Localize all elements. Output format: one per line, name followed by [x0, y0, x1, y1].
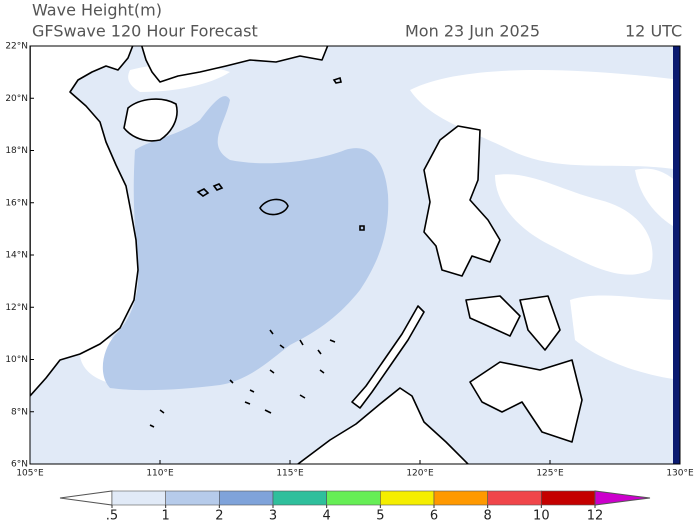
- colorbar-label: 10: [533, 509, 550, 524]
- colorbar-box: [165, 490, 220, 506]
- colorbar-box: [272, 490, 327, 506]
- land-china: [140, 46, 329, 83]
- reefs: [149, 329, 336, 428]
- y-tick-label: 22°N: [5, 42, 28, 52]
- land-palawan: [351, 305, 425, 409]
- calm-patch: [410, 70, 680, 170]
- x-tick-label: 105°E: [16, 469, 44, 479]
- colorbar-box: [111, 490, 166, 506]
- colorbar-label: 8: [484, 509, 492, 524]
- y-tick-label: 8°N: [11, 407, 28, 417]
- land-samar: [519, 295, 561, 351]
- map-subtitle: GFSwave 120 Hour Forecast: [32, 22, 258, 41]
- land-mindanao: [469, 359, 583, 443]
- colorbar-label: 12: [587, 509, 604, 524]
- colorbar-box: [326, 490, 381, 506]
- calm-patch: [495, 174, 653, 275]
- colorbar-box: [541, 490, 596, 506]
- map-title: Wave Height(m): [32, 1, 162, 20]
- small-islands: [196, 76, 365, 231]
- y-tick-label: 10°N: [5, 355, 28, 365]
- y-tick-label: 18°N: [5, 146, 28, 156]
- colorbar-box: [380, 490, 435, 506]
- colorbar-label: 5: [376, 509, 384, 524]
- colorbar-box: [219, 490, 274, 506]
- x-tick-label: 110°E: [146, 469, 174, 479]
- colorbar-label: 3: [269, 509, 277, 524]
- forecast-time: 12 UTC: [625, 22, 682, 41]
- colorbar-box: [433, 490, 488, 506]
- colorbar-label: 2: [215, 509, 223, 524]
- y-tick-label: 14°N: [5, 251, 28, 261]
- land-borneo: [296, 387, 470, 464]
- colorbar-label: 1: [162, 509, 170, 524]
- edge-band: [673, 46, 680, 464]
- y-tick-label: 16°N: [5, 198, 28, 208]
- y-tick-label: 12°N: [5, 303, 28, 313]
- land-visayas: [465, 295, 521, 337]
- colorbar: .5 1 2 3 4 5 6 8 10 12: [59, 490, 651, 524]
- forecast-date: Mon 23 Jun 2025: [405, 22, 540, 41]
- x-tick-label: 115°E: [276, 469, 304, 479]
- colorbar-label: .5: [106, 509, 118, 524]
- land-luzon: [423, 125, 501, 277]
- land-hainan: [123, 98, 178, 142]
- colorbar-over: [594, 490, 651, 506]
- axis-ticks: 105°E 110°E 115°E 120°E 125°E 130°E 6°N 8°N 10°N…: [5, 42, 694, 479]
- map-area: [30, 46, 680, 464]
- calm-patch: [635, 168, 680, 230]
- colorbar-box: [487, 490, 542, 506]
- x-tick-label: 120°E: [406, 469, 434, 479]
- y-tick-label: 20°N: [5, 94, 28, 104]
- colorbar-label: 4: [323, 509, 331, 524]
- calm-patch: [570, 295, 680, 380]
- land-indochina: [30, 46, 139, 397]
- x-tick-label: 125°E: [536, 469, 564, 479]
- y-tick-label: 6°N: [11, 460, 28, 470]
- x-tick-label: 130°E: [666, 469, 694, 479]
- colorbar-label: 6: [430, 509, 438, 524]
- colorbar-under: [59, 490, 113, 506]
- wave-region: [102, 96, 389, 391]
